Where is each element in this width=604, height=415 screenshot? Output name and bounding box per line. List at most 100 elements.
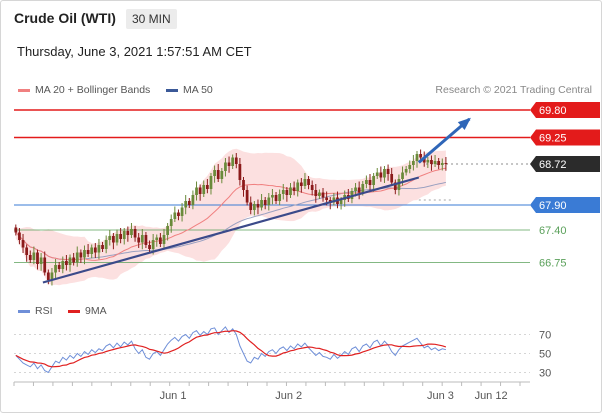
candle-body-0	[14, 227, 18, 233]
candle-body-50	[195, 187, 198, 195]
candle-body-49	[191, 195, 195, 205]
x-tick-label-0: Jun 1	[160, 390, 187, 402]
candle-body-84	[318, 192, 321, 196]
candle-body-99	[372, 176, 375, 185]
candle-body-114	[426, 160, 430, 163]
candle-body-98	[368, 180, 372, 185]
candle-body-101	[379, 172, 383, 178]
candle-body-113	[422, 157, 426, 163]
candle-body-44	[173, 212, 177, 219]
instrument-title: Crude Oil (WTI)	[14, 10, 116, 26]
candle-body-64	[245, 190, 249, 203]
candle-body-1	[18, 232, 21, 240]
candle-body-22	[93, 247, 97, 253]
candle-body-107	[401, 172, 404, 179]
candle-body-93	[350, 191, 354, 199]
candle-body-100	[375, 172, 379, 176]
candle-body-3	[25, 247, 29, 255]
candle-body-97	[365, 180, 368, 184]
candle-body-5	[32, 252, 36, 260]
candle-body-90	[339, 200, 343, 204]
candle-body-62	[238, 164, 242, 180]
candle-body-35	[140, 235, 144, 243]
candle-body-63	[242, 180, 245, 190]
legend-rsi-swatch	[18, 309, 30, 313]
candle-body-11	[54, 265, 57, 273]
legend-rsi: RSI	[18, 305, 53, 317]
candle-body-106	[397, 179, 401, 190]
ma20-line	[15, 167, 446, 261]
candle-body-105	[393, 182, 397, 190]
candle-body-17	[75, 252, 79, 263]
candle-body-71	[271, 195, 274, 198]
x-tick-label-2: Jun 3	[427, 390, 454, 402]
level-tag-2	[530, 156, 600, 172]
candle-body-119	[444, 163, 448, 164]
legend-rsi-label: RSI	[35, 305, 53, 317]
legend-ma50-label: MA 50	[183, 84, 213, 96]
legend-ma20: MA 20 + Bollinger Bands	[18, 84, 150, 96]
legend-ma50-swatch	[166, 88, 178, 92]
candle-body-67	[256, 204, 260, 208]
candle-body-115	[430, 160, 433, 164]
candle-body-34	[137, 237, 141, 243]
candle-body-23	[97, 245, 101, 253]
candle-body-60	[231, 157, 235, 166]
candle-body-40	[159, 237, 162, 244]
candle-body-16	[72, 257, 76, 263]
level-label-5: 66.75	[539, 258, 567, 270]
candle-body-88	[332, 197, 336, 203]
candle-body-59	[227, 162, 231, 166]
candle-body-38	[151, 240, 155, 249]
x-tick-label-3: Jun 12	[475, 390, 508, 402]
candle-body-111	[415, 154, 419, 161]
level-label-4: 67.40	[539, 225, 567, 237]
candle-body-27	[112, 236, 115, 243]
candle-body-39	[155, 237, 159, 240]
candle-body-57	[220, 171, 224, 179]
candle-body-110	[412, 161, 415, 165]
candle-body-36	[144, 235, 148, 245]
level-tag-0	[530, 102, 600, 118]
candle-body-112	[419, 154, 422, 158]
candle-body-30	[122, 231, 126, 239]
candle-body-94	[354, 187, 357, 191]
candle-body-10	[50, 272, 54, 280]
candle-body-32	[130, 229, 133, 235]
candle-body-86	[325, 197, 329, 200]
candle-body-104	[390, 174, 394, 183]
candle-body-103	[386, 169, 390, 174]
candle-body-6	[36, 252, 39, 264]
candle-body-65	[249, 202, 253, 210]
legend-ma20-label: MA 20 + Bollinger Bands	[35, 84, 151, 96]
level-label-0: 69.80	[539, 105, 567, 117]
candle-body-25	[104, 240, 108, 249]
candle-body-79	[299, 182, 303, 186]
legend-ma50: MA 50	[166, 84, 213, 96]
candle-body-31	[126, 231, 130, 235]
candle-body-51	[198, 187, 202, 194]
candle-body-52	[202, 185, 206, 194]
timeframe-badge[interactable]: 30 MIN	[126, 9, 177, 29]
forecast-arrow	[417, 117, 471, 164]
level-label-3: 67.90	[539, 200, 567, 212]
candle-body-81	[307, 179, 310, 185]
candle-body-58	[224, 162, 227, 171]
candle-body-33	[133, 229, 137, 238]
candle-body-15	[68, 257, 72, 265]
candle-body-18	[79, 252, 83, 258]
candle-body-76	[289, 187, 292, 195]
candle-body-85	[321, 192, 325, 198]
rsi-ma-line	[15, 330, 447, 368]
candle-body-70	[267, 197, 271, 205]
timestamp: Thursday, June 3, 2021 1:57:51 AM CET	[17, 44, 252, 59]
support-trendline	[42, 176, 420, 284]
candle-body-77	[292, 187, 296, 191]
candle-body-42	[166, 226, 169, 235]
legend-ma20-swatch	[18, 88, 30, 92]
x-tick-label-1: Jun 2	[275, 390, 302, 402]
rsi-tick-label-2: 30	[539, 368, 551, 380]
candle-body-26	[108, 236, 112, 240]
